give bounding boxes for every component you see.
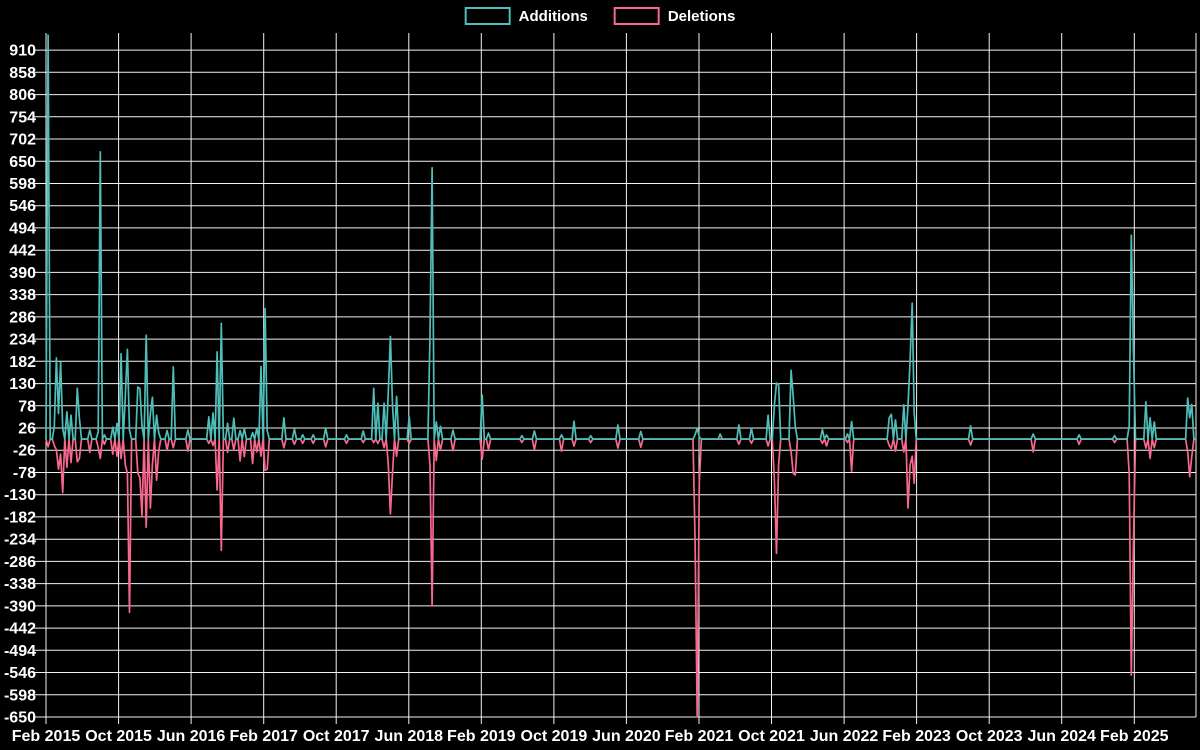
y-axis-tick-label: -546 — [4, 665, 36, 682]
legend-label-deletions: Deletions — [667, 7, 736, 25]
x-axis-tick-label: Oct 2021 — [738, 728, 805, 745]
x-axis-tick-label: Feb 2021 — [665, 728, 734, 745]
axis-labels: 910 858 806 754 702 650 598 546 494 442 390 338 286 2… — [4, 43, 1169, 745]
y-axis-tick-label: 390 — [9, 265, 36, 282]
x-axis-tick-label: Jun 2024 — [1027, 728, 1096, 745]
y-axis-tick-label: -130 — [4, 487, 36, 504]
y-axis-tick-label: 286 — [9, 309, 36, 326]
x-axis-tick-label: Feb 2019 — [447, 728, 516, 745]
deletions-line — [45, 438, 1197, 718]
y-axis-tick-label: 234 — [9, 332, 36, 349]
y-axis-tick-label: 702 — [9, 132, 36, 149]
x-axis-tick-label: Jun 2020 — [592, 728, 661, 745]
y-axis-tick-label: 754 — [9, 109, 36, 126]
additions-swatch-icon — [464, 7, 511, 25]
y-axis-tick-label: -26 — [13, 443, 36, 460]
x-axis-tick-label: Oct 2015 — [85, 728, 152, 745]
y-axis-tick-label: 546 — [9, 198, 36, 215]
legend-label-additions: Additions — [518, 7, 588, 25]
legend-item-additions[interactable]: Additions — [464, 7, 588, 25]
y-axis-tick-label: -78 — [13, 465, 36, 482]
y-axis-tick-label: 858 — [9, 65, 36, 82]
x-axis-tick-label: Jun 2022 — [810, 728, 879, 745]
legend-item-deletions[interactable]: Deletions — [613, 7, 736, 25]
gridlines — [33, 33, 1197, 724]
y-axis-tick-label: 78 — [18, 398, 36, 415]
y-axis-tick-label: 182 — [9, 354, 36, 371]
y-axis-tick-label: -494 — [4, 643, 36, 660]
y-axis-tick-label: 130 — [9, 376, 36, 393]
y-axis-tick-label: -598 — [4, 687, 36, 704]
x-axis-tick-label: Oct 2017 — [303, 728, 370, 745]
y-axis-tick-label: 650 — [9, 154, 36, 171]
x-axis-tick-label: Feb 2025 — [1100, 728, 1169, 745]
y-axis-tick-label: 598 — [9, 176, 36, 193]
y-axis-tick-label: 26 — [18, 421, 36, 438]
additions-line — [45, 34, 1197, 440]
x-axis-tick-label: Feb 2017 — [229, 728, 298, 745]
y-axis-tick-label: -234 — [4, 532, 36, 549]
x-axis-tick-label: Jun 2018 — [375, 728, 444, 745]
y-axis-tick-label: 494 — [9, 220, 36, 237]
x-axis-tick-label: Feb 2023 — [882, 728, 951, 745]
y-axis-tick-label: 806 — [9, 87, 36, 104]
y-axis-tick-label: -286 — [4, 554, 36, 571]
x-axis-tick-label: Jun 2016 — [157, 728, 226, 745]
x-axis-tick-label: Oct 2023 — [956, 728, 1023, 745]
series-lines — [45, 34, 1197, 718]
y-axis-tick-label: -390 — [4, 598, 36, 615]
y-axis-tick-label: 442 — [9, 243, 36, 260]
y-axis-tick-label: -338 — [4, 576, 36, 593]
chart-legend: Additions Deletions — [464, 7, 736, 25]
x-axis-tick-label: Oct 2019 — [521, 728, 588, 745]
y-axis-tick-label: -442 — [4, 621, 36, 638]
deletions-swatch-icon — [613, 7, 660, 25]
y-axis-tick-label: -182 — [4, 509, 36, 526]
y-axis-tick-label: 910 — [9, 43, 36, 60]
x-axis-tick-label: Feb 2015 — [12, 728, 81, 745]
y-axis-tick-label: -650 — [4, 710, 36, 727]
y-axis-tick-label: 338 — [9, 287, 36, 304]
